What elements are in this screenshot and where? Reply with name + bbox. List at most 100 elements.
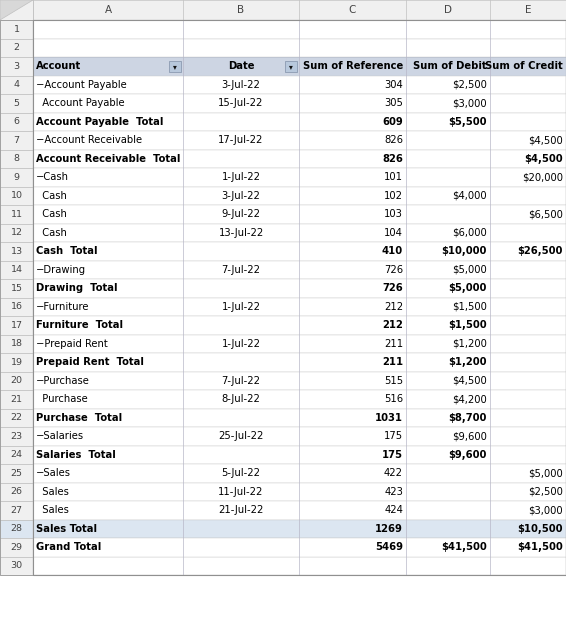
Bar bbox=[33, 187, 566, 205]
Bar bbox=[0, 94, 33, 113]
Text: $5,000: $5,000 bbox=[452, 265, 487, 275]
Bar bbox=[285, 61, 297, 72]
Text: 9: 9 bbox=[14, 173, 19, 182]
Bar bbox=[33, 168, 566, 187]
Bar bbox=[0, 149, 33, 168]
Text: 3: 3 bbox=[14, 62, 20, 71]
Bar bbox=[33, 464, 566, 483]
Text: 28: 28 bbox=[11, 524, 23, 533]
Text: Purchase: Purchase bbox=[36, 394, 88, 404]
Text: $8,700: $8,700 bbox=[449, 413, 487, 423]
Text: 515: 515 bbox=[384, 376, 403, 386]
Text: 22: 22 bbox=[11, 413, 23, 422]
Bar bbox=[33, 279, 566, 297]
Bar bbox=[33, 57, 566, 75]
Text: 7: 7 bbox=[14, 136, 19, 145]
Text: 27: 27 bbox=[11, 506, 23, 515]
Text: $1,500: $1,500 bbox=[452, 302, 487, 312]
Text: 726: 726 bbox=[382, 283, 403, 293]
Text: $6,500: $6,500 bbox=[528, 209, 563, 219]
Text: 103: 103 bbox=[384, 209, 403, 219]
Text: $20,000: $20,000 bbox=[522, 172, 563, 182]
Text: $5,000: $5,000 bbox=[449, 283, 487, 293]
Text: B: B bbox=[238, 5, 245, 15]
Text: 25-Jul-22: 25-Jul-22 bbox=[218, 431, 264, 441]
Text: 16: 16 bbox=[11, 302, 23, 311]
Text: Sum of Reference: Sum of Reference bbox=[303, 61, 403, 72]
Text: 13: 13 bbox=[10, 247, 23, 256]
Text: 19: 19 bbox=[11, 358, 23, 367]
Text: Cash: Cash bbox=[36, 209, 67, 219]
Text: Prepaid Rent  Total: Prepaid Rent Total bbox=[36, 357, 144, 367]
Text: 18: 18 bbox=[11, 339, 23, 348]
Text: 175: 175 bbox=[382, 450, 403, 460]
Text: 8: 8 bbox=[14, 154, 19, 163]
Text: $1,200: $1,200 bbox=[448, 357, 487, 367]
Bar bbox=[33, 538, 566, 557]
Text: 4: 4 bbox=[14, 80, 19, 89]
Bar bbox=[0, 538, 33, 557]
Text: $4,500: $4,500 bbox=[528, 135, 563, 146]
Bar bbox=[169, 61, 181, 72]
Bar bbox=[33, 223, 566, 242]
Bar bbox=[0, 39, 33, 57]
Text: $1,200: $1,200 bbox=[452, 339, 487, 349]
Bar bbox=[33, 353, 566, 371]
Bar bbox=[0, 427, 33, 445]
Bar bbox=[33, 261, 566, 279]
Polygon shape bbox=[0, 0, 33, 20]
Bar bbox=[33, 39, 566, 57]
Text: 212: 212 bbox=[384, 302, 403, 312]
Text: $9,600: $9,600 bbox=[449, 450, 487, 460]
Bar bbox=[33, 149, 566, 168]
Text: 516: 516 bbox=[384, 394, 403, 404]
Text: 20: 20 bbox=[11, 376, 23, 385]
Bar bbox=[33, 427, 566, 445]
Text: 15: 15 bbox=[11, 284, 23, 293]
Bar bbox=[33, 501, 566, 519]
Text: ▾: ▾ bbox=[289, 62, 293, 71]
Text: 826: 826 bbox=[384, 135, 403, 146]
Bar bbox=[33, 371, 566, 390]
Text: 14: 14 bbox=[11, 265, 23, 274]
Text: Salaries  Total: Salaries Total bbox=[36, 450, 116, 460]
Text: Sum of Debit: Sum of Debit bbox=[413, 61, 487, 72]
Text: 1269: 1269 bbox=[375, 524, 403, 534]
Bar bbox=[0, 20, 33, 575]
Text: $4,500: $4,500 bbox=[524, 154, 563, 164]
Text: 175: 175 bbox=[384, 431, 403, 441]
Text: $3,000: $3,000 bbox=[529, 505, 563, 515]
Text: 1-Jul-22: 1-Jul-22 bbox=[221, 339, 260, 349]
Text: 17-Jul-22: 17-Jul-22 bbox=[218, 135, 264, 146]
Text: 3-Jul-22: 3-Jul-22 bbox=[221, 191, 260, 201]
Text: Sum of Credit: Sum of Credit bbox=[485, 61, 563, 72]
Text: ▾: ▾ bbox=[173, 62, 177, 71]
Bar bbox=[33, 390, 566, 409]
Bar bbox=[33, 557, 566, 575]
Text: A: A bbox=[105, 5, 112, 15]
Bar bbox=[0, 279, 33, 297]
Text: 304: 304 bbox=[384, 80, 403, 90]
Bar bbox=[0, 20, 33, 39]
Text: $4,500: $4,500 bbox=[452, 376, 487, 386]
Text: D: D bbox=[444, 5, 452, 15]
Text: 9-Jul-22: 9-Jul-22 bbox=[221, 209, 260, 219]
Text: 24: 24 bbox=[11, 450, 23, 459]
Bar bbox=[0, 57, 33, 75]
Text: $3,000: $3,000 bbox=[452, 98, 487, 108]
Text: 25: 25 bbox=[11, 469, 23, 478]
Bar bbox=[0, 371, 33, 390]
Text: $10,500: $10,500 bbox=[517, 524, 563, 534]
Bar bbox=[33, 131, 566, 149]
Bar bbox=[33, 75, 566, 94]
Text: 423: 423 bbox=[384, 487, 403, 497]
Text: −Account Payable: −Account Payable bbox=[36, 80, 127, 90]
Text: $4,200: $4,200 bbox=[452, 394, 487, 404]
Bar bbox=[33, 483, 566, 501]
Bar bbox=[0, 464, 33, 483]
Text: $9,600: $9,600 bbox=[452, 431, 487, 441]
Bar bbox=[33, 242, 566, 261]
Text: 212: 212 bbox=[382, 320, 403, 330]
Text: Account: Account bbox=[36, 61, 82, 72]
Bar bbox=[33, 335, 566, 353]
